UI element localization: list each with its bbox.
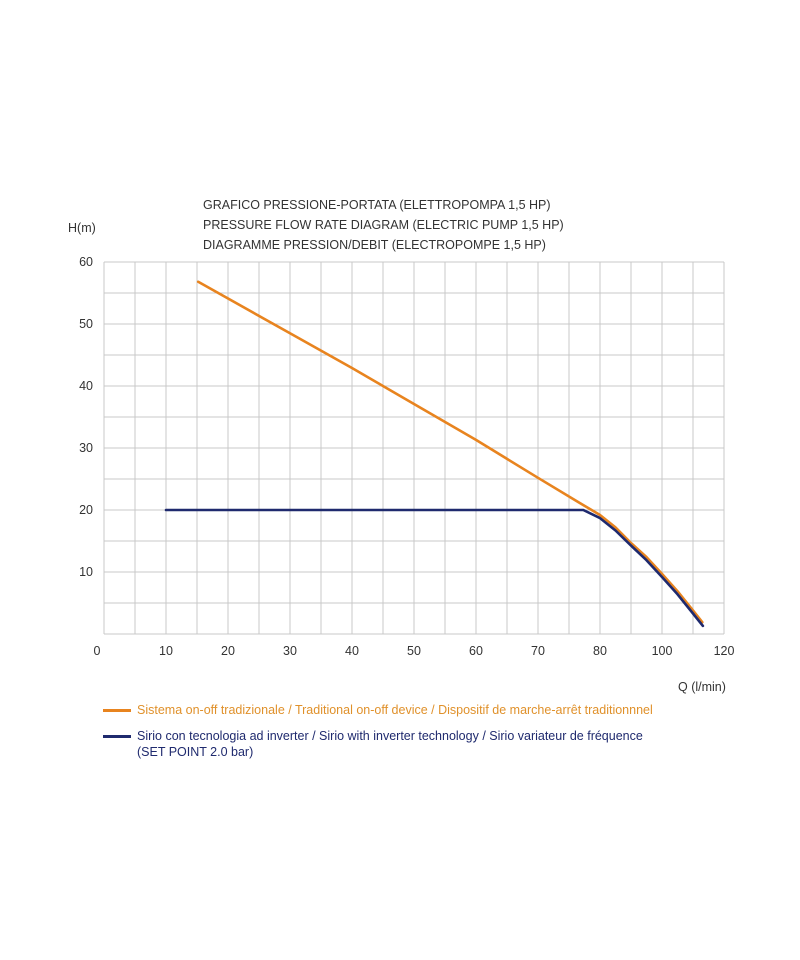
x-tick-label: 30 xyxy=(283,644,297,658)
x-tick-label: 40 xyxy=(345,644,359,658)
series-line-inverter xyxy=(164,508,705,628)
y-tick-label: 50 xyxy=(79,317,93,331)
x-tick-label: 10 xyxy=(159,644,173,658)
chart-title-fr: DIAGRAMME PRESSION/DEBIT (ELECTROPOMPE 1… xyxy=(203,238,546,252)
x-tick-label: 120 xyxy=(714,644,735,658)
legend-swatch-onoff xyxy=(103,709,131,712)
legend-label-inverter-setpoint: (SET POINT 2.0 bar) xyxy=(137,745,254,759)
y-tick-label: 30 xyxy=(79,441,93,455)
y-tick-label: 40 xyxy=(79,379,93,393)
legend-swatch-inverter xyxy=(103,735,131,738)
x-tick-label: 70 xyxy=(531,644,545,658)
legend-label-onoff: Sistema on-off tradizionale / Traditiona… xyxy=(137,703,653,717)
x-tick-label: 50 xyxy=(407,644,421,658)
y-axis-label: H(m) xyxy=(68,221,96,235)
x-tick-label: 0 xyxy=(94,644,101,658)
x-tick-label: 20 xyxy=(221,644,235,658)
series-line-onoff xyxy=(196,280,704,624)
x-tick-label: 100 xyxy=(652,644,673,658)
y-tick-label: 10 xyxy=(79,565,93,579)
chart-title-en: PRESSURE FLOW RATE DIAGRAM (ELECTRIC PUM… xyxy=(203,218,564,232)
x-tick-label: 60 xyxy=(469,644,483,658)
x-axis-label: Q (l/min) xyxy=(678,680,726,694)
chart-title-it: GRAFICO PRESSIONE-PORTATA (ELETTROPOMPA … xyxy=(203,198,551,212)
y-tick-label: 20 xyxy=(79,503,93,517)
x-tick-label: 80 xyxy=(593,644,607,658)
y-tick-label: 60 xyxy=(79,255,93,269)
legend-label-inverter: Sirio con tecnologia ad inverter / Sirio… xyxy=(137,729,643,743)
